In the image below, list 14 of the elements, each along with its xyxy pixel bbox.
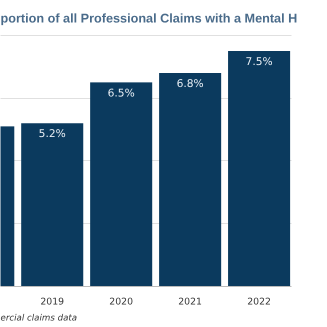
x-tick-label: 2021	[178, 296, 202, 308]
bar	[159, 72, 222, 286]
data-label: 7.5%	[246, 54, 273, 68]
data-label: 6.5%	[108, 86, 135, 100]
x-tick-label: 2019	[40, 296, 64, 308]
text: ercial claims data	[0, 314, 78, 324]
bar	[21, 123, 84, 286]
bar	[90, 82, 152, 286]
x-tick-label: 2022	[247, 296, 271, 308]
x-tick-label: 2020	[109, 296, 134, 308]
chart-title: portion of all Professional Claims with a Mental H	[0, 12, 298, 26]
data-label: 5.2%	[38, 127, 66, 140]
bar	[228, 50, 290, 286]
data-label: 6.8%	[176, 76, 204, 90]
